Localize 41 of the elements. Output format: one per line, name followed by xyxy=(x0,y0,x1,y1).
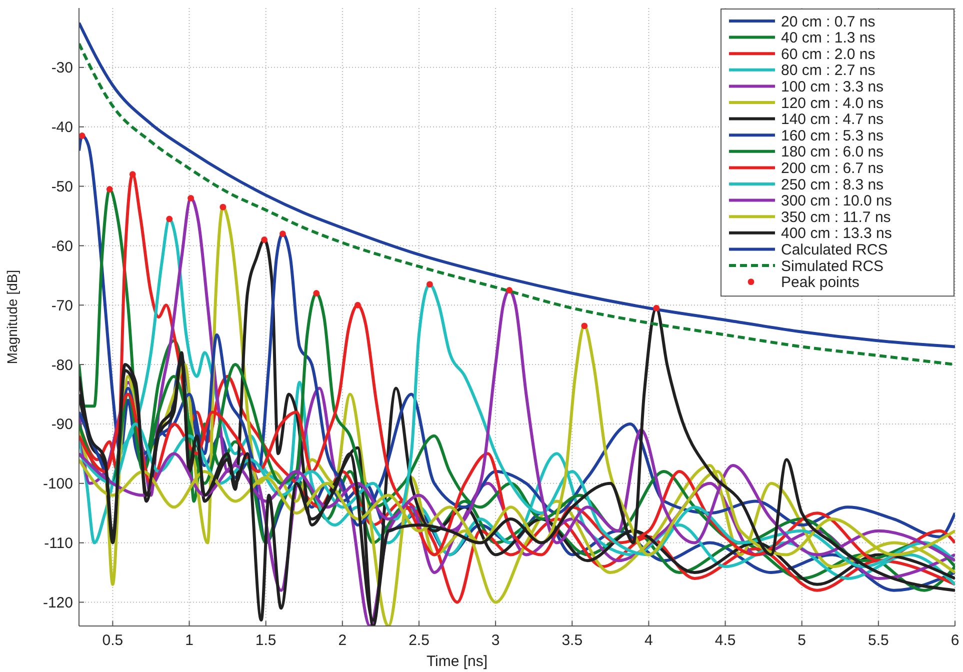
x-tick-label: 2 xyxy=(338,632,347,649)
legend-label: 180 cm : 6.0 ns xyxy=(781,144,884,161)
x-tick-label: 1 xyxy=(185,632,194,649)
legend-label: Calculated RCS xyxy=(781,241,888,258)
y-tick-label: -70 xyxy=(51,297,73,314)
legend-label: Peak points xyxy=(781,274,860,292)
x-tick-label: 3 xyxy=(491,632,500,649)
x-tick-label: 6 xyxy=(950,632,960,649)
legend-label: 160 cm : 5.3 ns xyxy=(781,127,884,144)
x-tick-label: 5.5 xyxy=(868,632,889,649)
y-tick-label: -90 xyxy=(51,416,73,434)
y-tick-label: -40 xyxy=(51,119,73,136)
legend-label: 250 cm : 8.3 ns xyxy=(781,176,884,194)
x-axis-title: Time [ns] xyxy=(426,653,488,670)
legend-label: 140 cm : 4.7 ns xyxy=(781,111,884,128)
y-tick-label: -50 xyxy=(51,178,73,196)
y-tick-label: -30 xyxy=(51,60,73,77)
x-tick-label: 3.5 xyxy=(562,632,583,649)
x-tick-label: 1.5 xyxy=(255,632,276,649)
legend-label: 120 cm : 4.0 ns xyxy=(781,94,884,112)
x-tick-label: 4.5 xyxy=(714,632,736,649)
legend-label: 400 cm : 13.3 ns xyxy=(781,225,892,242)
y-tick-label: -60 xyxy=(51,238,73,255)
legend-label: 100 cm : 3.3 ns xyxy=(781,78,884,96)
legend-label: 60 cm : 2.0 ns xyxy=(781,46,876,63)
legend-label: 350 cm : 11.7 ns xyxy=(781,208,891,226)
x-tick-label: 0.5 xyxy=(102,632,124,649)
legend-label: 40 cm : 1.3 ns xyxy=(781,30,876,47)
x-tick-label: 2.5 xyxy=(408,632,430,649)
legend-label: 300 cm : 10.0 ns xyxy=(781,192,892,210)
x-tick-label: 4 xyxy=(644,632,653,649)
y-tick-label: -80 xyxy=(51,356,73,374)
x-tick-label: 5 xyxy=(798,632,806,649)
legend-label: Simulated RCS xyxy=(781,258,884,275)
y-axis-title: Magnitude [dB] xyxy=(4,270,20,364)
legend-label: 200 cm : 6.7 ns xyxy=(781,160,884,177)
y-tick-label: -100 xyxy=(42,476,73,493)
y-tick-label: -120 xyxy=(42,594,73,612)
legend-label: 80 cm : 2.7 ns xyxy=(781,62,876,80)
legend-label: 20 cm : 0.7 ns xyxy=(781,13,876,30)
y-tick-label: -110 xyxy=(44,535,73,552)
